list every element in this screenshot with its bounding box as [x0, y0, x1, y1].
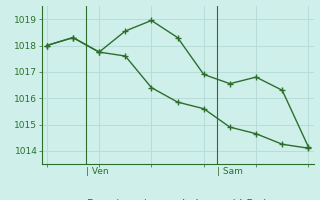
Text: | Ven: | Ven [86, 167, 109, 176]
Text: Pression niveau de la mer( hPa ): Pression niveau de la mer( hPa ) [87, 199, 268, 200]
Text: | Sam: | Sam [217, 167, 243, 176]
